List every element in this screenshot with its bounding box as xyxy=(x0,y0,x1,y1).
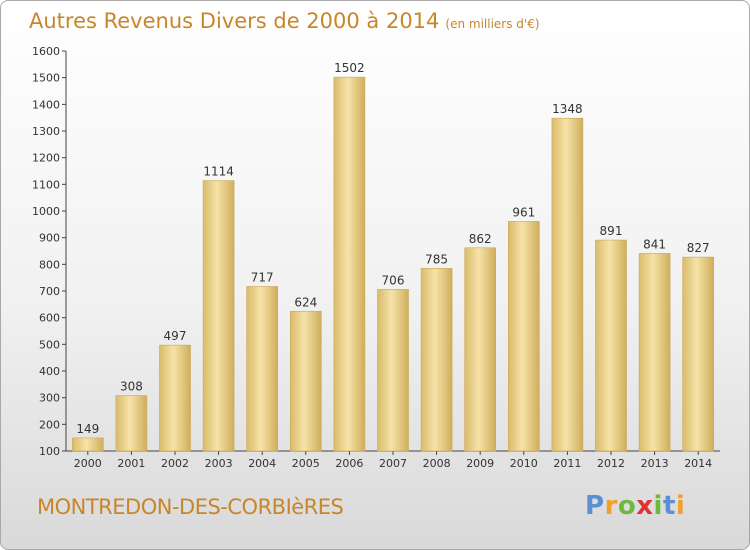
chart-subtitle: (en milliers d'€) xyxy=(445,17,540,31)
logo-letter: i xyxy=(653,491,663,521)
y-tick-label: 1400 xyxy=(32,98,60,111)
logo-letter: r xyxy=(604,491,618,521)
y-tick-label: 200 xyxy=(39,418,60,431)
logo-letter: o xyxy=(617,491,637,521)
y-tick-label: 1500 xyxy=(32,72,60,85)
x-tick-label: 2009 xyxy=(466,457,494,470)
data-label: 862 xyxy=(469,232,492,246)
x-tick-label: 2007 xyxy=(379,457,407,470)
bar xyxy=(595,239,627,452)
logo-letter: i xyxy=(675,491,686,521)
data-label: 891 xyxy=(600,224,623,238)
x-tick-label: 2014 xyxy=(684,457,712,470)
y-tick-label: 800 xyxy=(39,258,60,271)
x-tick-label: 2002 xyxy=(161,457,189,470)
bar xyxy=(420,268,453,452)
bar xyxy=(115,395,148,452)
logo-letter: t xyxy=(662,491,676,521)
chart-title: Autres Revenus Divers de 2000 à 2014 (en … xyxy=(29,9,540,33)
axes: 100 200 300 400 500 600 700 800 900 1000 1100 1200 1… xyxy=(32,45,720,470)
x-tick-label: 2013 xyxy=(641,457,669,470)
bar xyxy=(202,180,235,452)
x-tick-label: 2000 xyxy=(74,457,102,470)
data-label: 497 xyxy=(164,329,187,343)
data-label: 1114 xyxy=(203,165,234,179)
chart-title-text: Autres Revenus Divers de 2000 à 2014 xyxy=(29,9,440,33)
logo-letter: P xyxy=(585,491,605,521)
y-tick-label: 700 xyxy=(39,285,60,298)
data-label: 717 xyxy=(251,270,274,284)
y-tick-label: 500 xyxy=(39,338,60,351)
data-label: 785 xyxy=(425,252,448,266)
data-label: 961 xyxy=(512,205,535,219)
bar xyxy=(682,256,715,452)
x-tick-label: 2005 xyxy=(292,457,320,470)
y-tick-label: 400 xyxy=(39,365,60,378)
bar xyxy=(377,289,409,452)
x-tick-label: 2012 xyxy=(597,457,625,470)
y-tick-label: 300 xyxy=(39,392,60,405)
x-tick-label: 2001 xyxy=(117,457,145,470)
x-tick-label: 2006 xyxy=(335,457,363,470)
bar xyxy=(333,76,366,452)
y-tick-label: 1100 xyxy=(32,178,60,191)
data-label: 706 xyxy=(382,273,405,287)
bar xyxy=(159,344,191,452)
y-tick-label: 1600 xyxy=(32,45,60,58)
x-tick-label: 2004 xyxy=(248,457,276,470)
proxiti-logo: Proxiti xyxy=(585,491,685,521)
y-tick-label: 600 xyxy=(39,312,60,325)
x-tick-label: 2010 xyxy=(510,457,538,470)
y-tick-label: 1300 xyxy=(32,125,60,138)
bar xyxy=(464,247,497,452)
data-label: 841 xyxy=(643,237,666,251)
y-tick-label: 1000 xyxy=(32,205,60,218)
bars xyxy=(72,76,715,452)
y-tick-label: 1200 xyxy=(32,152,60,165)
bar xyxy=(246,286,278,452)
data-label: 624 xyxy=(294,295,317,309)
data-label: 827 xyxy=(687,241,710,255)
x-tick-label: 2003 xyxy=(205,457,233,470)
x-tick-label: 2011 xyxy=(553,457,581,470)
bar xyxy=(507,221,540,452)
data-label: 1502 xyxy=(334,61,365,75)
x-tick-label: 2008 xyxy=(423,457,451,470)
data-label: 308 xyxy=(120,380,143,394)
logo-letter: x xyxy=(636,491,654,521)
bar xyxy=(638,253,671,452)
data-label: 1348 xyxy=(552,102,583,116)
bar xyxy=(72,437,104,452)
location-name: MONTREDON-DES-CORBIèRES xyxy=(37,495,344,519)
y-tick-label: 900 xyxy=(39,232,60,245)
y-tick-label: 100 xyxy=(39,445,60,458)
data-label: 149 xyxy=(76,422,99,436)
bar xyxy=(289,310,322,452)
value-labels: 149 308 497 1114 717 624 1502 706 785 862 961 1348 8… xyxy=(76,61,709,436)
bar xyxy=(551,117,584,452)
